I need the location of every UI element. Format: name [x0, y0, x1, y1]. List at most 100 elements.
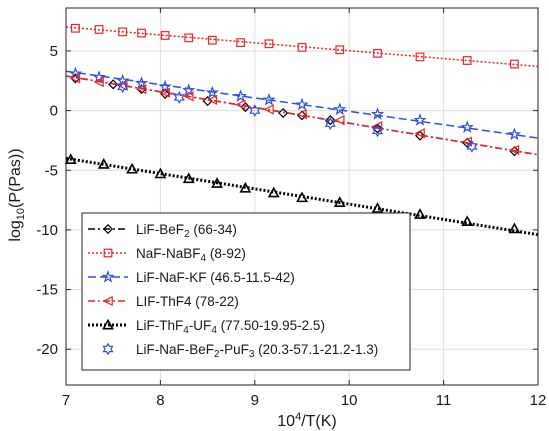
- series-line: [65, 26, 539, 68]
- data-point: [414, 208, 426, 219]
- legend-item: LiF-BeF2 (66-34): [88, 222, 237, 240]
- x-tick-label: 9: [251, 392, 259, 409]
- data-point: [249, 104, 261, 118]
- data-point: [94, 25, 104, 34]
- data-point: [183, 91, 194, 102]
- data-point: [333, 102, 347, 116]
- data-point: [373, 48, 382, 58]
- data-point: [296, 191, 308, 203]
- legend-label: LiF-ThF4-UF4 (77.50-19.95-2.5): [136, 318, 325, 336]
- data-point: [371, 124, 384, 138]
- legend-item: LiF-NaF-KF (46.5-11.5-42): [88, 269, 295, 285]
- data-point: [118, 27, 128, 37]
- data-point: [413, 113, 427, 126]
- plot-frame: [65, 7, 539, 386]
- data-point: [117, 80, 129, 94]
- series: [65, 73, 539, 156]
- data-point: [264, 39, 274, 49]
- series: [65, 23, 539, 69]
- data-point: [108, 79, 119, 90]
- data-point: [297, 42, 307, 52]
- legend-item: LiF-ThF4-UF4 (77.50-19.95-2.5): [88, 318, 325, 336]
- data-point: [262, 92, 276, 106]
- data-point: [325, 115, 336, 126]
- legend-marker: [102, 223, 114, 235]
- data-point: [205, 85, 219, 99]
- y-axis-label: log10(P(Pas)): [7, 148, 27, 241]
- series-line: [65, 75, 539, 156]
- data-point: [324, 117, 336, 131]
- data-point: [69, 73, 81, 84]
- data-point: [334, 114, 345, 126]
- data-point: [508, 144, 520, 156]
- legend-label: NaF-NaBF4 (8-92): [136, 246, 246, 264]
- data-point: [158, 79, 172, 93]
- legend-marker: [102, 295, 113, 307]
- y-tick-label: 5: [50, 43, 58, 60]
- plot-area: [64, 23, 539, 237]
- data-point: [267, 186, 280, 198]
- data-point: [173, 91, 185, 104]
- data-point: [97, 158, 110, 169]
- data-point: [236, 38, 246, 47]
- data-point: [461, 215, 474, 227]
- data-point: [93, 76, 104, 88]
- data-point: [239, 181, 252, 193]
- legend-label: LiF-NaF-BeF2-PuF3 (20.3-57.1-21.2-1.3): [136, 342, 378, 360]
- legend-item: LiF-NaF-BeF2-PuF3 (20.3-57.1-21.2-1.3): [102, 342, 378, 360]
- data-point: [184, 33, 194, 43]
- data-point: [126, 162, 139, 174]
- legend-marker: [103, 248, 113, 258]
- series: [65, 66, 539, 141]
- legend-marker: [102, 318, 114, 330]
- data-point: [71, 23, 80, 33]
- legend: LiF-BeF2 (66-34) NaF-NaBF4 (8-92) LiF-NaF-…: [81, 212, 411, 371]
- data-point: [240, 101, 251, 113]
- data-point: [137, 28, 146, 38]
- data-point: [134, 76, 149, 89]
- y-tick-label: -10: [36, 222, 58, 239]
- data-point: [263, 104, 274, 115]
- data-point: [206, 94, 218, 106]
- x-axis-label: 104/T(K): [277, 411, 336, 430]
- x-tick-label: 12: [530, 392, 547, 409]
- data-point: [182, 83, 196, 96]
- data-point: [466, 139, 478, 153]
- data-point: [135, 83, 147, 95]
- data-point: [233, 89, 248, 102]
- data-point: [460, 120, 474, 133]
- data-point: [235, 99, 246, 110]
- y-tick-label: -5: [45, 162, 58, 179]
- data-point: [415, 52, 425, 62]
- data-point: [370, 107, 385, 120]
- legend-box: [81, 212, 411, 371]
- series: [64, 153, 539, 237]
- legend-label: LIF-ThF4 (78-22): [136, 294, 239, 309]
- data-point: [371, 120, 383, 132]
- axes: 7 8 9 10 11 12 -20 -15 -10 -5 0 5: [36, 7, 547, 409]
- data-point: [295, 97, 309, 111]
- legend-label: LiF-NaF-KF (46.5-11.5-42): [136, 270, 295, 285]
- data-point: [154, 167, 167, 179]
- data-point: [462, 56, 472, 65]
- data-point: [508, 222, 521, 234]
- x-tick-label: 11: [436, 392, 452, 409]
- data-point: [207, 35, 217, 45]
- data-point: [211, 177, 223, 188]
- data-point: [182, 172, 195, 184]
- data-point: [414, 128, 425, 139]
- data-point: [335, 45, 345, 55]
- data-point: [507, 127, 522, 141]
- data-point: [160, 31, 170, 40]
- x-tick-label: 8: [156, 392, 164, 409]
- data-point: [159, 87, 170, 98]
- x-tick-label: 7: [62, 392, 70, 409]
- y-tick-label: -15: [36, 282, 58, 299]
- legend-item: LIF-ThF4 (78-22): [88, 294, 239, 309]
- data-point: [64, 153, 77, 164]
- data-point: [510, 59, 519, 69]
- legend-item: NaF-NaBF4 (8-92): [88, 246, 246, 264]
- data-point: [278, 107, 289, 119]
- series: [117, 80, 478, 153]
